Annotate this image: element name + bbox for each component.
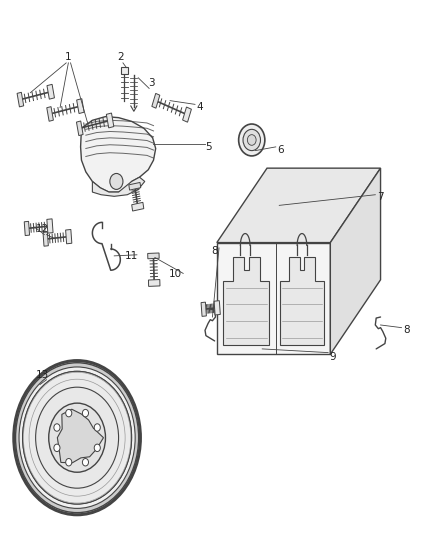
Circle shape xyxy=(14,361,141,515)
Polygon shape xyxy=(132,203,144,211)
Polygon shape xyxy=(66,230,72,244)
Text: 2: 2 xyxy=(117,52,124,61)
Polygon shape xyxy=(217,168,381,243)
Circle shape xyxy=(82,409,88,417)
Text: 5: 5 xyxy=(205,142,212,152)
Text: 8: 8 xyxy=(211,246,218,255)
Polygon shape xyxy=(92,177,145,196)
Text: 1: 1 xyxy=(65,52,72,61)
Circle shape xyxy=(54,444,60,451)
Polygon shape xyxy=(148,279,160,286)
Text: 10: 10 xyxy=(169,270,182,279)
Text: 3: 3 xyxy=(148,78,155,88)
Circle shape xyxy=(94,444,100,451)
Text: 13: 13 xyxy=(35,370,49,381)
Polygon shape xyxy=(43,232,48,246)
Circle shape xyxy=(35,387,119,488)
Polygon shape xyxy=(201,302,206,317)
Text: 7: 7 xyxy=(377,192,384,203)
Polygon shape xyxy=(330,168,381,354)
Polygon shape xyxy=(57,409,103,463)
Polygon shape xyxy=(148,253,159,259)
Circle shape xyxy=(22,371,132,504)
Polygon shape xyxy=(47,107,53,122)
Polygon shape xyxy=(280,257,324,345)
Polygon shape xyxy=(47,84,54,99)
Polygon shape xyxy=(217,243,330,354)
Text: 6: 6 xyxy=(277,144,283,155)
Polygon shape xyxy=(77,121,83,135)
Text: 12: 12 xyxy=(35,224,49,235)
Circle shape xyxy=(49,403,106,472)
Text: 9: 9 xyxy=(329,352,336,362)
Text: 8: 8 xyxy=(403,325,410,335)
Polygon shape xyxy=(183,107,191,122)
Circle shape xyxy=(243,130,261,151)
Circle shape xyxy=(239,124,265,156)
Bar xyxy=(121,67,128,74)
Polygon shape xyxy=(77,99,84,114)
Circle shape xyxy=(66,458,72,466)
Circle shape xyxy=(110,173,123,189)
Circle shape xyxy=(54,424,60,431)
Circle shape xyxy=(19,367,135,508)
Polygon shape xyxy=(24,221,30,236)
Circle shape xyxy=(94,424,100,431)
Polygon shape xyxy=(223,257,269,345)
Circle shape xyxy=(82,458,88,466)
Circle shape xyxy=(247,135,256,146)
Circle shape xyxy=(66,409,72,417)
Polygon shape xyxy=(129,182,141,190)
Polygon shape xyxy=(81,117,155,192)
Polygon shape xyxy=(17,92,24,107)
Text: 11: 11 xyxy=(125,251,138,261)
Polygon shape xyxy=(152,93,160,108)
Polygon shape xyxy=(106,113,114,128)
Circle shape xyxy=(15,363,139,513)
Text: 4: 4 xyxy=(196,102,203,112)
Polygon shape xyxy=(214,301,220,315)
Polygon shape xyxy=(47,219,53,233)
